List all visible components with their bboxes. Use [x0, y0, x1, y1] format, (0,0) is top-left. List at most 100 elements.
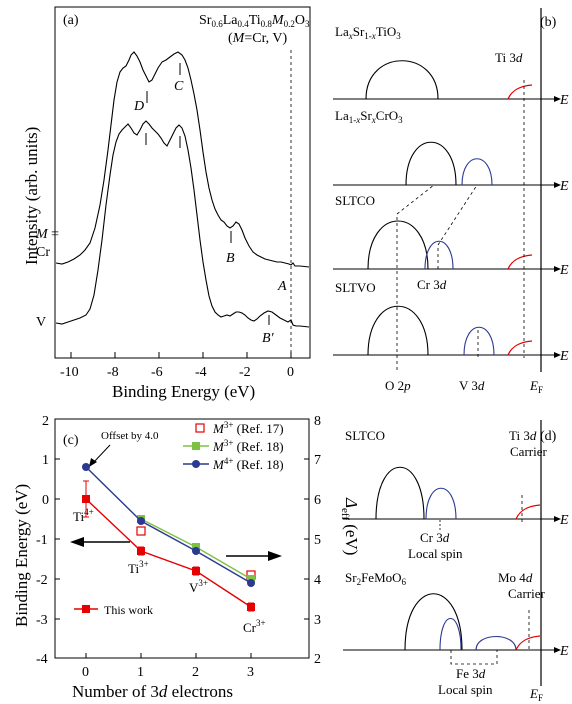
d-row1-ti3d-band — [515, 504, 541, 520]
ytick-right: 7 — [314, 453, 321, 468]
d-row1-arrowhead — [554, 516, 561, 522]
row2-e: E — [559, 179, 569, 194]
data-point-m4-ref-18 — [137, 517, 145, 525]
row2-o2p-band — [405, 141, 457, 186]
legend-marker-m4-ref18 — [192, 460, 200, 468]
panel-c-frame — [54, 418, 310, 659]
d-row1-carrier: Carrier — [510, 444, 547, 459]
d-row1-e: E — [559, 513, 569, 528]
curve-cr-label-1: M = — [35, 227, 59, 242]
label-o2p: O 2p — [385, 378, 411, 393]
panel-d-label: (d) — [540, 429, 557, 444]
panel-c-right-ticks: 8 7 6 5 4 3 2 — [304, 414, 321, 667]
right-axis-arrow — [226, 551, 282, 561]
ytick-left: -4 — [36, 652, 48, 667]
panel-c: (c) 2 1 0 -1 -2 -3 -4 8 7 6 5 4 — [12, 414, 361, 701]
row3-name: SLTCO — [335, 193, 375, 208]
ion-label-cr3: Cr3+ — [243, 618, 266, 635]
xtick-c: 2 — [192, 665, 199, 680]
d-row1-name: SLTCO — [345, 428, 385, 443]
data-point-this-work — [137, 547, 145, 555]
xtick-label: -8 — [107, 365, 119, 380]
curve-v-label: V — [36, 315, 46, 330]
o2p-dashed-connector — [396, 184, 435, 370]
ytick-left: 2 — [42, 414, 49, 429]
ytick-left: 1 — [42, 453, 49, 468]
legend-label-this-work: This work — [104, 603, 153, 617]
legend-label-m4-ref18: M4+ (Ref. 18) — [212, 456, 284, 472]
d-row2-arrowhead — [554, 647, 561, 653]
row1-e: E — [559, 93, 569, 108]
legend-marker-this-work — [82, 605, 90, 613]
data-point-m4-ref-18 — [82, 463, 90, 471]
ytick-left: -1 — [36, 533, 48, 548]
d-row2-localspin: Local spin — [438, 682, 493, 697]
ytick-right: 6 — [314, 493, 321, 508]
data-point-m4-ref-18 — [247, 579, 255, 587]
row3-arrowhead — [554, 266, 561, 272]
panel-a-xticks: -10 -8 -6 -4 -2 0 — [60, 352, 294, 380]
ytick-right: 5 — [314, 533, 321, 548]
peak-a-label: A — [277, 279, 287, 294]
d-row2-o2p-band — [404, 593, 463, 651]
ion-label-ti3: Ti3+ — [128, 559, 149, 576]
spectrum-v — [55, 120, 310, 328]
d-row2-fe3d-bracket — [450, 650, 498, 665]
d-row1-o2p-band — [375, 466, 425, 520]
legend-label-ref17: M3+ (Ref. 17) — [212, 420, 284, 436]
panel-b-label: (b) — [540, 15, 557, 30]
row2-arrowhead — [554, 182, 561, 188]
legend-marker-ref17 — [195, 423, 205, 433]
d-row1-ti3d: Ti 3d — [509, 428, 537, 443]
series-line-this-work — [85, 498, 252, 608]
peak-b-label: B — [226, 251, 235, 266]
series-line-m4-ref-18 — [85, 466, 252, 584]
panel-c-x-ticks: 0 1 2 3 — [82, 653, 254, 680]
panel-c-left-ticks: 2 1 0 -1 -2 -3 -4 — [36, 414, 60, 667]
panel-c-label: (c) — [63, 433, 79, 448]
xtick-c: 3 — [247, 665, 254, 680]
left-axis-arrow — [70, 537, 130, 547]
ytick-left: -3 — [36, 613, 48, 628]
row1-ti3d-band — [507, 84, 533, 100]
row4-v3d-band — [463, 326, 495, 356]
data-point-this-work — [247, 603, 255, 611]
panel-c-xlabel: Number of 3d electrons — [72, 682, 233, 701]
data-point-m4-ref-18 — [192, 547, 200, 555]
d-row1-cr3d-label: Cr 3d — [420, 530, 450, 545]
ytick-right: 4 — [314, 573, 321, 588]
row1-name: LaxSr1-xTiO3 — [335, 24, 401, 41]
row3-ti3d-band — [507, 254, 533, 270]
peak-d-label: D — [133, 99, 144, 114]
offset-arrow-line — [92, 444, 111, 464]
ion-label-v3: V3+ — [189, 578, 208, 595]
panel-a-frame — [54, 6, 311, 359]
row3-o2p-band — [367, 220, 429, 270]
legend-marker-m3-ref18 — [192, 442, 200, 450]
row4-o2p-band — [367, 305, 429, 356]
peak-c-label: C — [174, 79, 184, 94]
row4-name: SLTVO — [335, 280, 376, 295]
d-row2-carrier: Carrier — [508, 586, 545, 601]
ytick-left: 0 — [42, 493, 49, 508]
row2-cr3d-band — [461, 158, 493, 186]
ion-label-ti4: Ti4+ — [73, 507, 94, 524]
panel-b: (b) LaxSr1-xTiO3 E Ti 3d La1-xSrxCrO3 E … — [333, 8, 569, 395]
panel-a-xlabel: Binding Energy (eV) — [112, 382, 255, 401]
offset-note: Offset by 4.0 — [101, 430, 159, 442]
panel-a-formula-sub: (M=Cr, V) — [228, 31, 288, 46]
d-ef-label: EF — [529, 686, 543, 703]
row1-ti3d-label: Ti 3d — [495, 50, 523, 65]
ytick-right: 8 — [314, 414, 321, 429]
offset-arrowhead — [89, 458, 97, 467]
xtick-label: -6 — [151, 365, 163, 380]
panel-a: (a) Sr0.6La0.4Ti0.8M0.2O3 (M=Cr, V) D C … — [22, 6, 311, 401]
legend-label-m3-ref18: M3+ (Ref. 18) — [212, 438, 284, 454]
ytick-right: 2 — [314, 652, 321, 667]
ytick-right: 3 — [314, 613, 321, 628]
peak-bprime-label: B′ — [262, 331, 275, 346]
xtick-label: 0 — [287, 365, 294, 380]
d-row2-fe3d-band-2 — [475, 636, 517, 651]
label-ef: EF — [529, 378, 543, 395]
xtick-label: -2 — [239, 365, 251, 380]
